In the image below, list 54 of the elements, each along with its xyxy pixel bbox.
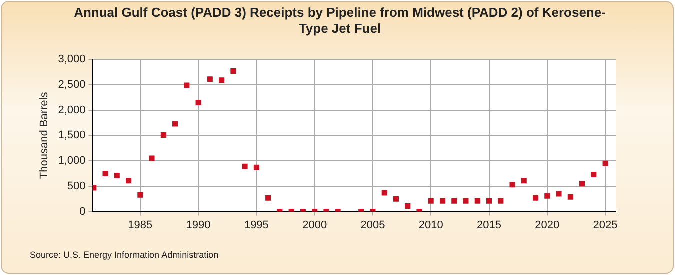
x-tick-label: 2010 (418, 219, 444, 232)
y-tick-label: 1,500 (58, 130, 86, 142)
point (149, 156, 155, 162)
point (126, 178, 132, 184)
point (393, 196, 399, 202)
point (405, 203, 411, 209)
point (440, 198, 446, 204)
y-tick-label: 0 (80, 206, 86, 218)
point (486, 198, 492, 204)
y-axis-title: Thousand Barrels (38, 92, 51, 180)
point (172, 121, 178, 127)
point (521, 178, 527, 184)
point (114, 173, 120, 179)
point (160, 132, 166, 138)
point (498, 198, 504, 204)
x-tick-label: 2005 (360, 219, 386, 232)
point (138, 192, 144, 198)
point (266, 195, 272, 201)
point (92, 185, 97, 191)
x-tick-label: 1995 (244, 219, 269, 232)
y-tick-label: 500 (67, 180, 86, 192)
point (602, 160, 608, 166)
point (230, 68, 236, 74)
point (510, 182, 516, 188)
point (428, 198, 434, 204)
point (102, 170, 108, 177)
y-tick-label: 3,000 (58, 54, 86, 66)
x-tick-label: 2025 (593, 219, 618, 232)
point (463, 198, 469, 204)
point (568, 194, 574, 200)
point (533, 195, 539, 201)
x-tick-label: 1985 (128, 219, 153, 232)
y-tick-label: 1,000 (58, 155, 86, 168)
point (474, 198, 480, 204)
point (207, 76, 213, 82)
point (184, 82, 190, 88)
chart-title: Annual Gulf Coast (PADD 3) Receipts by Pipeline from Midwest (PADD 2) of Kerosene-Type Jet Fuel (73, 5, 607, 37)
point (544, 193, 550, 199)
point (580, 181, 586, 187)
point (556, 191, 562, 197)
point (219, 78, 225, 84)
source-note: Source: U.S. Energy Information Administration (30, 250, 219, 260)
x-tick-label: 1990 (186, 219, 211, 232)
x-tick-label: 2000 (302, 219, 328, 232)
point (254, 164, 260, 170)
x-tick-label: 2020 (535, 219, 560, 232)
y-tick-label: 2,000 (58, 104, 86, 116)
y-tick-label: 2,500 (58, 79, 86, 91)
point (452, 198, 458, 204)
point (196, 100, 202, 106)
x-tick-label: 2015 (477, 219, 502, 232)
point (591, 172, 597, 178)
point (242, 164, 248, 170)
point (382, 190, 388, 196)
